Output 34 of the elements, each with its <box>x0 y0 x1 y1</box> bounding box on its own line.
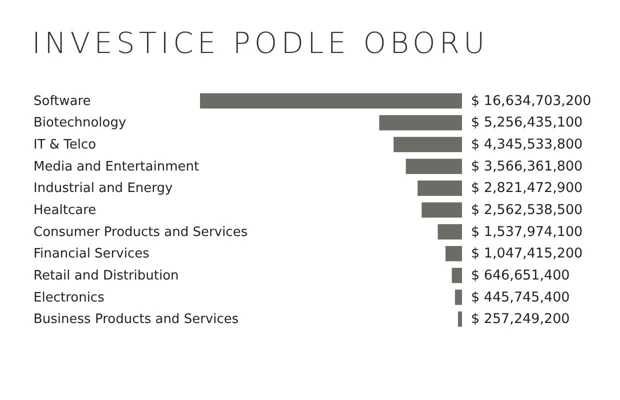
data-label: $ 2,821,472,900 <box>471 180 583 196</box>
bar <box>446 246 462 262</box>
y-tick-label: Retail and Distribution <box>34 268 179 284</box>
y-tick-label: Industrial and Energy <box>34 181 174 196</box>
y-tick-label: Biotechnology <box>34 116 126 131</box>
data-label: $ 1,047,415,200 <box>471 246 583 262</box>
y-tick-label: Business Products and Services <box>34 312 239 328</box>
bar <box>422 202 462 218</box>
bar <box>379 115 462 130</box>
y-tick-label: Software <box>34 94 91 109</box>
data-label: $ 2,562,538,500 <box>471 202 583 218</box>
bar <box>394 136 462 152</box>
data-label: $ 3,566,361,800 <box>471 158 583 174</box>
bar <box>406 158 462 174</box>
data-label: $ 445,745,400 <box>471 289 570 306</box>
y-tick-label: IT & Telco <box>34 138 96 153</box>
y-tick-label: Financial Services <box>34 246 150 262</box>
y-tick-label: Electronics <box>34 290 105 306</box>
bar <box>458 311 462 327</box>
bar <box>438 224 462 240</box>
chart-title: INVESTICE PODLE OBORU <box>32 26 489 60</box>
bar <box>454 290 462 305</box>
bar <box>418 180 462 196</box>
y-tick-label: Media and Entertainment <box>34 159 200 174</box>
y-tick-label: Consumer Products and Services <box>34 224 248 240</box>
bar <box>200 93 462 109</box>
data-label: $ 1,537,974,100 <box>471 224 583 240</box>
bar <box>452 268 462 284</box>
data-label: $ 4,345,533,800 <box>471 136 583 153</box>
data-label: $ 5,256,435,100 <box>471 114 583 131</box>
data-label: $ 257,249,200 <box>471 311 570 328</box>
data-label: $ 16,634,703,200 <box>471 92 592 109</box>
data-label: $ 646,651,400 <box>471 267 570 284</box>
y-tick-label: Healtcare <box>34 203 96 218</box>
